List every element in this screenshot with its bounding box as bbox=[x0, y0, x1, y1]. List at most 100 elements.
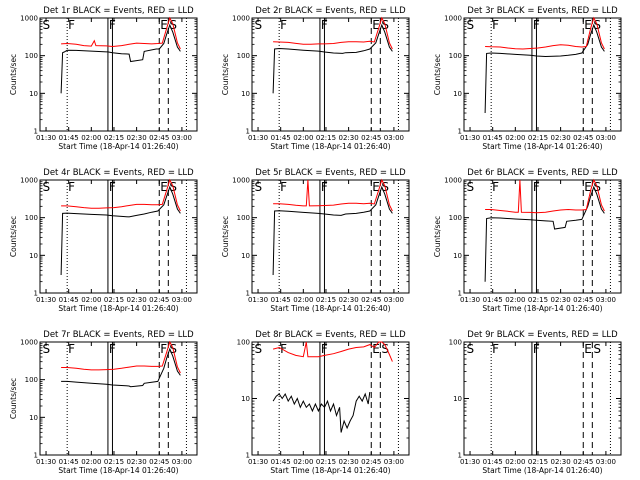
plot-frame bbox=[251, 341, 410, 456]
x-tick-label: 02:45 bbox=[149, 458, 169, 466]
x-tick-label: 03:00 bbox=[384, 296, 404, 304]
x-tick-label: 03:00 bbox=[172, 458, 192, 466]
y-tick-label: 10 bbox=[453, 90, 462, 98]
chart-title: Det 4r BLACK = Events, RED = LLD bbox=[43, 168, 194, 178]
marker-label: F bbox=[68, 342, 75, 356]
marker-label: F bbox=[280, 180, 287, 194]
x-tick-label: 03:00 bbox=[384, 458, 404, 466]
x-axis-label: Start Time (18-Apr-14 01:26:40) bbox=[270, 304, 390, 313]
y-tick-label: 10 bbox=[453, 252, 462, 260]
x-tick-label: 02:45 bbox=[361, 458, 381, 466]
x-axis-label: Start Time (18-Apr-14 01:26:40) bbox=[58, 304, 178, 313]
series-line-events bbox=[484, 185, 605, 282]
x-tick-label: 03:00 bbox=[172, 296, 192, 304]
marker-label: E bbox=[160, 180, 168, 194]
chart-title: Det 6r BLACK = Events, RED = LLD bbox=[467, 168, 618, 178]
y-tick-label: 1 bbox=[246, 452, 250, 460]
x-tick-label: 02:45 bbox=[573, 134, 593, 142]
marker-label: S bbox=[593, 342, 601, 356]
x-tick-label: 03:00 bbox=[596, 458, 616, 466]
marker-label: F bbox=[492, 342, 499, 356]
marker-label: F bbox=[492, 180, 499, 194]
y-tick-label: 10 bbox=[241, 90, 250, 98]
plot-frame bbox=[251, 17, 410, 132]
x-tick-label: 02:30 bbox=[339, 458, 359, 466]
y-tick-label: 100 bbox=[25, 52, 38, 60]
series-line-events bbox=[60, 185, 181, 276]
series-line-lld bbox=[61, 16, 181, 50]
x-tick-label: 01:30 bbox=[36, 296, 56, 304]
x-tick-label: 02:30 bbox=[127, 134, 147, 142]
x-tick-label: 02:15 bbox=[316, 296, 336, 304]
x-tick-label: 01:45 bbox=[483, 296, 503, 304]
chart-title: Det 5r BLACK = Events, RED = LLD bbox=[255, 168, 406, 178]
marker-label: E bbox=[372, 342, 380, 356]
x-tick-label: 02:30 bbox=[551, 458, 571, 466]
chart-panel-1: Det 1r BLACK = Events, RED = LLD 01:30 01:… bbox=[9, 6, 198, 151]
y-tick-label: 100 bbox=[449, 339, 462, 347]
marker-label: E bbox=[372, 180, 380, 194]
marker-label: S bbox=[381, 342, 389, 356]
y-tick-label: 100 bbox=[449, 52, 462, 60]
x-tick-label: 02:15 bbox=[104, 458, 124, 466]
x-tick-label: 02:30 bbox=[339, 134, 359, 142]
plot-frame bbox=[463, 17, 622, 132]
x-tick-label: 02:45 bbox=[149, 134, 169, 142]
x-tick-label: 01:30 bbox=[460, 296, 480, 304]
y-tick-label: 10 bbox=[29, 414, 38, 422]
chart-panel-8: Det 8r BLACK = Events, RED = LLD 01:30 01:… bbox=[237, 330, 410, 475]
y-tick-label: 1000 bbox=[20, 15, 38, 23]
x-tick-label: 01:30 bbox=[460, 134, 480, 142]
x-tick-label: 02:15 bbox=[104, 134, 124, 142]
x-axis-label: Start Time (18-Apr-14 01:26:40) bbox=[482, 304, 602, 313]
x-tick-label: 02:15 bbox=[316, 134, 336, 142]
x-tick-label: 02:15 bbox=[528, 134, 548, 142]
y-tick-label: 100 bbox=[237, 339, 250, 347]
marker-label: F bbox=[280, 342, 287, 356]
marker-label: F bbox=[68, 180, 75, 194]
chart-panel-5: Det 5r BLACK = Events, RED = LLD 01:30 01:… bbox=[221, 168, 410, 313]
y-tick-label: 10 bbox=[29, 90, 38, 98]
y-tick-label: 10 bbox=[453, 395, 462, 403]
marker-label: E bbox=[584, 180, 592, 194]
plot-frame bbox=[463, 179, 622, 294]
series-line-lld bbox=[61, 178, 181, 212]
series-line-lld bbox=[272, 341, 393, 362]
marker-label: S bbox=[467, 342, 475, 356]
plot-frame bbox=[39, 179, 198, 294]
series-line-events bbox=[272, 185, 393, 276]
chart-title: Det 1r BLACK = Events, RED = LLD bbox=[43, 6, 194, 16]
y-tick-label: 1 bbox=[246, 290, 250, 298]
marker-label: E bbox=[584, 342, 592, 356]
x-tick-label: 02:45 bbox=[573, 296, 593, 304]
x-tick-label: 02:15 bbox=[528, 296, 548, 304]
x-tick-label: 01:45 bbox=[483, 134, 503, 142]
x-tick-label: 02:00 bbox=[505, 134, 525, 142]
series-line-lld bbox=[61, 340, 181, 374]
y-tick-label: 1000 bbox=[232, 177, 250, 185]
chart-title: Det 7r BLACK = Events, RED = LLD bbox=[43, 330, 194, 340]
x-tick-label: 01:30 bbox=[36, 134, 56, 142]
y-tick-label: 10 bbox=[241, 395, 250, 403]
series-line-events bbox=[484, 23, 605, 114]
plot-frame bbox=[463, 341, 622, 456]
x-tick-label: 01:45 bbox=[59, 134, 79, 142]
x-axis-label: Start Time (18-Apr-14 01:26:40) bbox=[58, 466, 178, 475]
x-tick-label: 02:30 bbox=[127, 458, 147, 466]
marker-label: F bbox=[280, 18, 287, 32]
series-line-lld bbox=[273, 16, 393, 50]
series-line-lld bbox=[485, 16, 605, 50]
y-axis-label: Counts/sec bbox=[221, 54, 230, 95]
marker-label: S bbox=[467, 18, 475, 32]
y-tick-label: 1 bbox=[458, 290, 462, 298]
x-tick-label: 03:00 bbox=[596, 296, 616, 304]
chart-panel-4: Det 4r BLACK = Events, RED = LLD 01:30 01:… bbox=[9, 168, 198, 313]
chart-title: Det 2r BLACK = Events, RED = LLD bbox=[255, 6, 406, 16]
x-tick-label: 02:45 bbox=[361, 296, 381, 304]
series-line-lld bbox=[273, 178, 393, 212]
y-axis-label: Counts/sec bbox=[9, 54, 18, 95]
x-tick-label: 02:00 bbox=[293, 296, 313, 304]
x-tick-label: 01:45 bbox=[271, 134, 291, 142]
y-tick-label: 100 bbox=[237, 52, 250, 60]
